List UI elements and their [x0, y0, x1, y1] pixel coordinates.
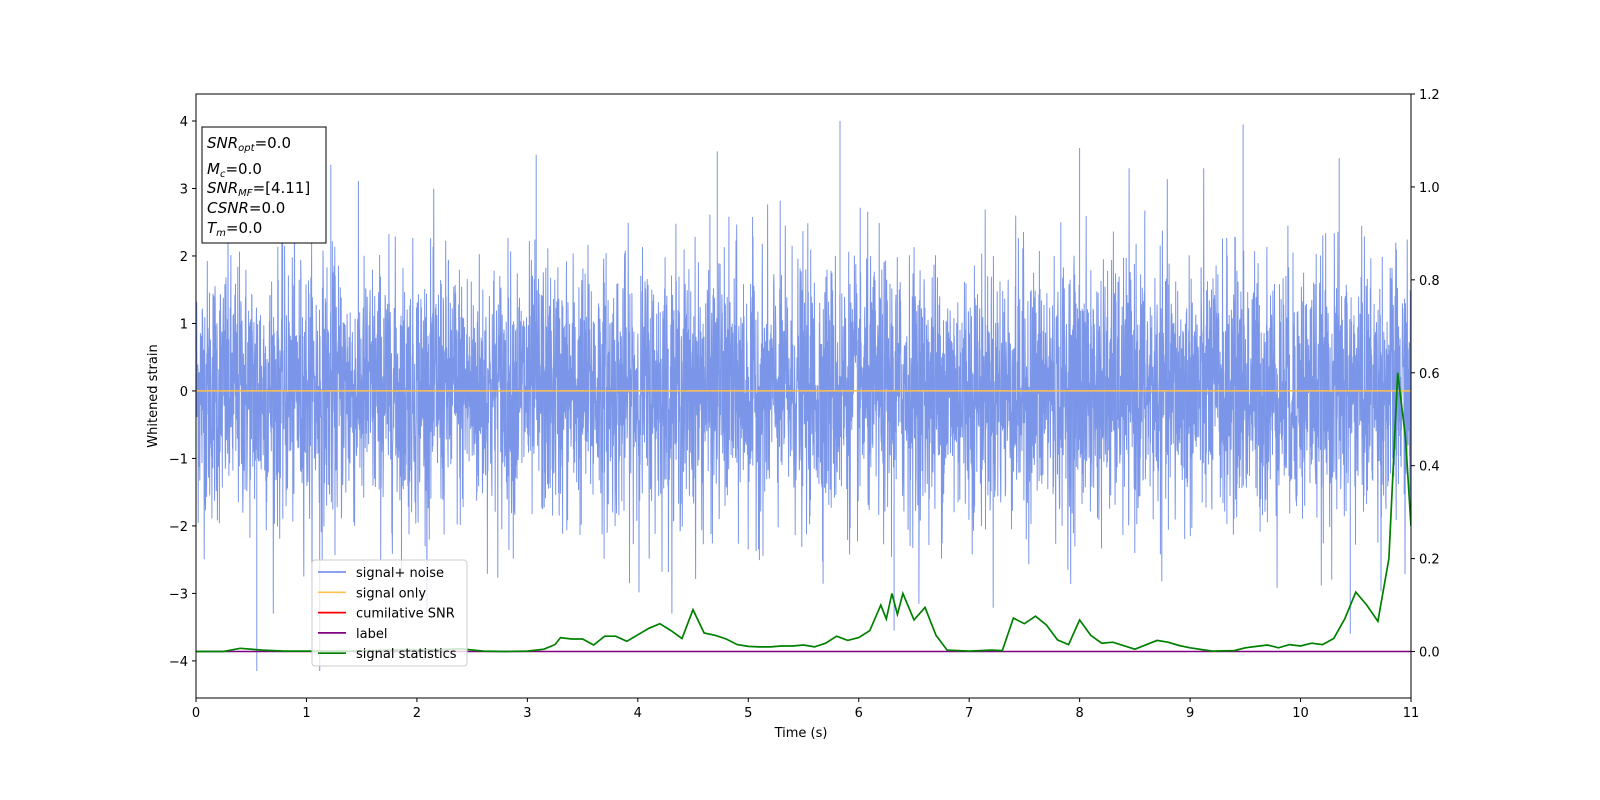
legend: signal+ noise signal only cumilative SNR la…	[311, 559, 468, 667]
y-tick-label: −1	[169, 452, 188, 467]
info-value: =0.0	[255, 134, 291, 152]
x-axis-label: Time (s)	[774, 726, 828, 741]
legend-label: cumilative SNR	[356, 607, 455, 622]
y2-tick-label: 0.6	[1419, 367, 1440, 382]
info-subscript: c	[220, 169, 226, 180]
y2-axis-ticks: 0.0 0.2 0.4 0.6 0.8 1.0 1.2	[1411, 88, 1440, 661]
info-symbol: T	[207, 219, 218, 237]
info-value: =0.0	[225, 160, 261, 178]
info-line: Tm=0.0	[207, 219, 262, 239]
info-value: =0.0	[226, 219, 262, 237]
info-subscript: opt	[238, 143, 255, 154]
x-tick-label: 5	[744, 706, 752, 721]
x-axis-ticks: 0 1 2 3 4 5 6 7 8 9 10 11	[192, 698, 1419, 721]
x-tick-label: 11	[1403, 706, 1420, 721]
x-tick-label: 2	[413, 706, 421, 721]
y2-tick-label: 0.8	[1419, 274, 1440, 289]
x-tick-label: 6	[855, 706, 863, 721]
legend-frame	[311, 559, 468, 667]
info-line: Mc=0.0	[207, 160, 262, 180]
y2-tick-label: 0.4	[1419, 460, 1440, 475]
y2-tick-label: 1.2	[1419, 88, 1440, 103]
info-box: SNRopt=0.0Mc=0.0SNRMF=[4.11]CSNR=0.0Tm=0…	[201, 126, 327, 244]
x-tick-label: 10	[1292, 706, 1309, 721]
info-line: SNRopt=0.0	[207, 134, 291, 154]
y2-tick-label: 0.0	[1419, 646, 1440, 661]
info-symbol: CSNR	[207, 199, 249, 217]
legend-label: signal statistics	[356, 647, 457, 662]
y-tick-label: 4	[180, 115, 188, 130]
y-tick-label: 2	[180, 250, 188, 265]
x-tick-label: 4	[634, 706, 642, 721]
info-line: CSNR=0.0	[207, 199, 285, 217]
info-symbol: SNR	[207, 134, 238, 152]
plot-area	[196, 121, 1411, 671]
x-tick-label: 1	[302, 706, 310, 721]
series-signal-noise	[196, 121, 1411, 671]
legend-items: signal+ noise signal only cumilative SNR la…	[318, 566, 457, 662]
info-line: SNRMF=[4.11]	[207, 179, 310, 199]
legend-label: label	[356, 627, 387, 642]
info-symbol: M	[207, 160, 220, 178]
x-tick-label: 9	[1186, 706, 1194, 721]
legend-label: signal+ noise	[356, 566, 444, 581]
info-subscript: MF	[238, 188, 253, 199]
y-tick-label: 3	[180, 182, 188, 197]
y-tick-label: 0	[180, 385, 188, 400]
y2-tick-label: 0.2	[1419, 553, 1440, 568]
info-symbol: SNR	[207, 179, 238, 197]
y-axis-label: Whitened strain	[146, 344, 161, 447]
y-tick-label: −4	[169, 655, 188, 670]
x-tick-label: 0	[192, 706, 200, 721]
axes-frame	[195, 93, 1412, 699]
legend-label: signal only	[356, 586, 426, 601]
info-value: =0.0	[249, 199, 285, 217]
info-subscript: m	[216, 228, 226, 239]
series-signal-statistics	[196, 372, 1411, 653]
info-box-frame	[201, 126, 327, 244]
y2-tick-label: 1.0	[1419, 181, 1440, 196]
x-tick-label: 8	[1075, 706, 1083, 721]
y-axis-ticks: −4 −3 −2 −1 0 1 2 3 4	[169, 115, 196, 670]
info-lines: SNRopt=0.0Mc=0.0SNRMF=[4.11]CSNR=0.0Tm=0…	[207, 134, 310, 239]
info-value: =[4.11]	[253, 179, 311, 197]
y-tick-label: 1	[180, 317, 188, 332]
y-tick-label: −2	[169, 520, 188, 535]
x-tick-label: 7	[965, 706, 973, 721]
x-tick-label: 3	[523, 706, 531, 721]
y-tick-label: −3	[169, 587, 188, 602]
